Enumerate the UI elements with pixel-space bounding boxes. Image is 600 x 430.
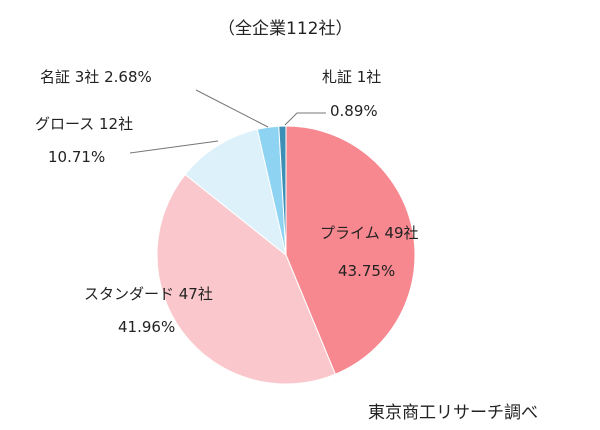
- leader-growth: [129, 140, 219, 154]
- chart-title: （全企業112社）: [218, 19, 353, 39]
- label-standard: スタンダード 47社: [84, 285, 213, 303]
- source-note: 東京商工リサーチ調べ: [368, 403, 538, 423]
- pct-growth: 10.71%: [48, 148, 106, 166]
- slice-sassho: [278, 125, 287, 256]
- slice-standard: [156, 173, 336, 385]
- label-prime: プライム 49社: [320, 224, 419, 242]
- leader-sassho: [284, 112, 326, 126]
- label-meisho: 名証 3社 2.68%: [40, 66, 152, 87]
- pct-prime: 43.75%: [338, 262, 396, 280]
- slice-prime: [285, 125, 416, 375]
- label-meisho-name: 名証 3社: [40, 68, 100, 86]
- label-sassho: 札証 1社: [322, 68, 382, 86]
- pct-standard: 41.96%: [118, 318, 176, 336]
- pct-meisho: 2.68%: [104, 68, 152, 86]
- pct-sassho: 0.89%: [330, 102, 378, 120]
- slice-growth: [184, 128, 287, 257]
- leader-meisho: [195, 89, 269, 128]
- label-growth: グロース 12社: [35, 115, 134, 133]
